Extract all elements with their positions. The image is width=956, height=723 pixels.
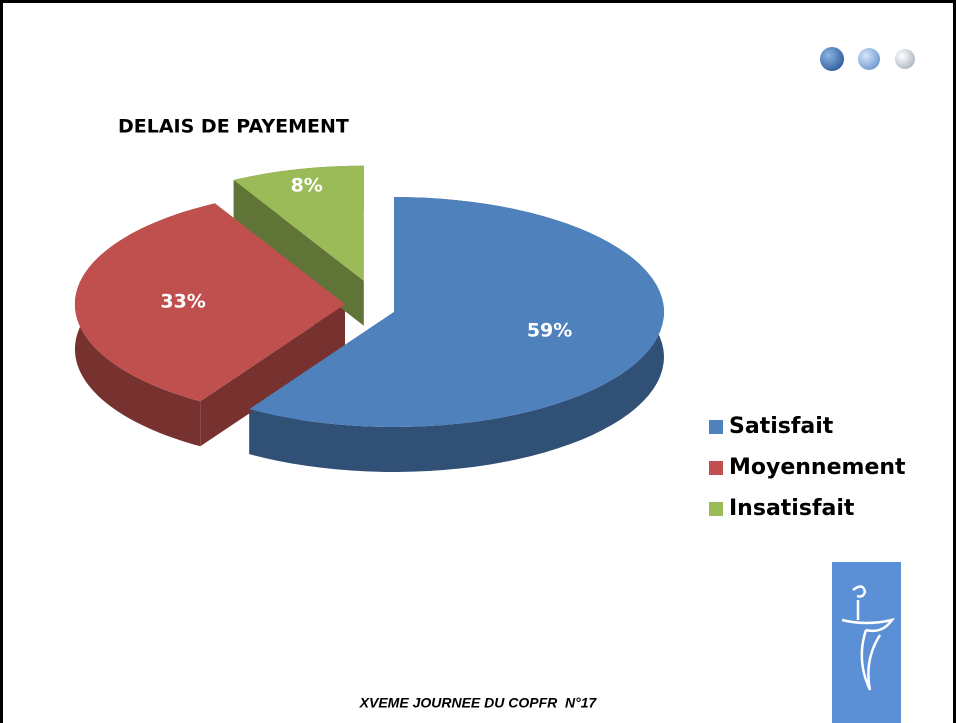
footer: XVEME JOURNEE DU COPFR N°17 bbox=[359, 695, 598, 711]
legend-label: Insatisfait bbox=[729, 496, 855, 521]
slice bbox=[233, 165, 364, 281]
decor-dot bbox=[895, 49, 915, 69]
legend-swatch bbox=[709, 502, 723, 516]
logo bbox=[832, 562, 901, 723]
decor-dot bbox=[858, 48, 880, 70]
decor-dot bbox=[820, 47, 844, 71]
data-label: 59% bbox=[527, 320, 572, 342]
legend-label: Satisfait bbox=[729, 414, 834, 439]
slice-wall bbox=[200, 304, 345, 447]
legend-swatch bbox=[709, 420, 723, 434]
slice bbox=[249, 197, 664, 427]
legend-label: Moyennement bbox=[729, 455, 906, 480]
pie: 59% 33% 8% bbox=[74, 165, 664, 472]
data-label: 8% bbox=[291, 175, 323, 197]
data-label: 33% bbox=[160, 291, 205, 313]
slice bbox=[74, 203, 345, 402]
chart-title: DELAIS DE PAYEMENT bbox=[118, 116, 349, 138]
logo-glyph bbox=[841, 585, 895, 691]
legend: Satisfait Moyennement Insatisfait bbox=[709, 414, 906, 521]
legend-swatch bbox=[709, 461, 723, 475]
